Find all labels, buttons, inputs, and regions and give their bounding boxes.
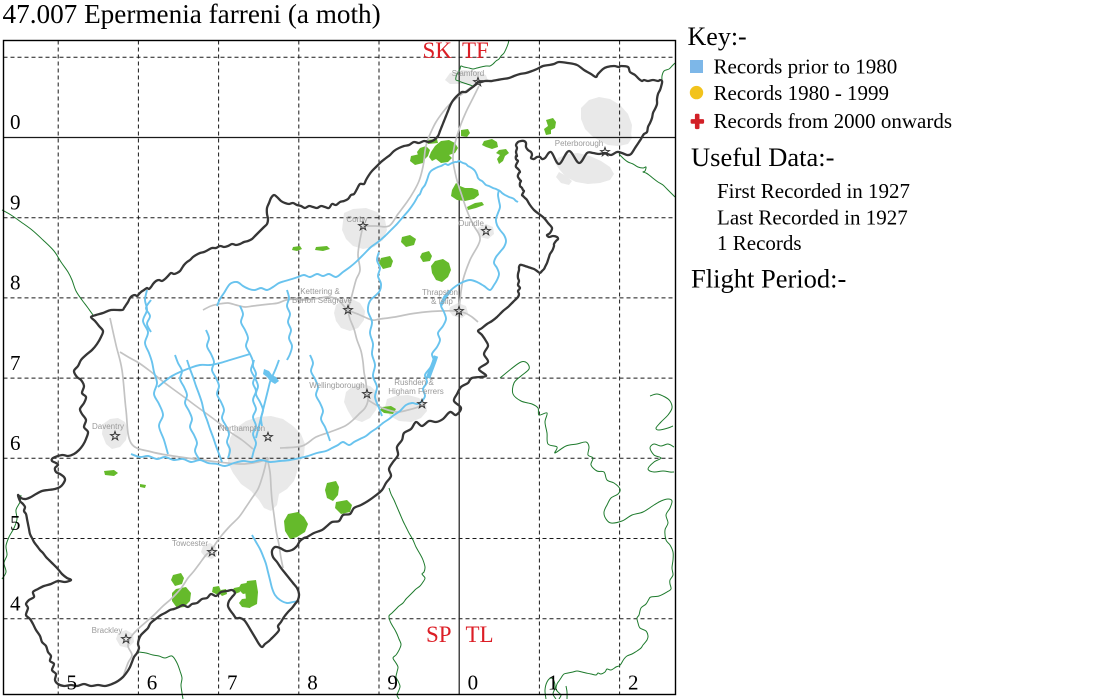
svg-text:9: 9 bbox=[387, 671, 398, 695]
svg-text:1 Records: 1 Records bbox=[717, 231, 802, 255]
svg-text:Stamford: Stamford bbox=[452, 69, 484, 78]
svg-text:Records 1980 - 1999: Records 1980 - 1999 bbox=[714, 81, 890, 105]
svg-text:Records from 2000 onwards: Records from 2000 onwards bbox=[714, 109, 953, 133]
svg-text:4: 4 bbox=[10, 591, 21, 615]
svg-text:Thrapston: Thrapston bbox=[422, 288, 458, 297]
svg-text:2: 2 bbox=[628, 671, 639, 695]
svg-text:Brackley: Brackley bbox=[92, 626, 123, 635]
svg-text:Higham Ferrers: Higham Ferrers bbox=[388, 387, 444, 396]
svg-text:Oundle: Oundle bbox=[458, 219, 484, 228]
svg-text:Last Recorded in 1927: Last Recorded in 1927 bbox=[717, 206, 908, 230]
svg-text:Peterborough: Peterborough bbox=[555, 139, 603, 148]
svg-text:Records prior to 1980: Records prior to 1980 bbox=[714, 55, 898, 79]
svg-text:Key:-: Key:- bbox=[688, 22, 747, 51]
svg-text:TL: TL bbox=[466, 622, 494, 647]
svg-text:1: 1 bbox=[548, 671, 559, 695]
svg-text:SK: SK bbox=[423, 38, 453, 63]
svg-text:9: 9 bbox=[10, 190, 21, 214]
svg-text:0: 0 bbox=[468, 671, 479, 695]
svg-text:8: 8 bbox=[10, 271, 21, 295]
svg-text:6: 6 bbox=[147, 671, 158, 695]
svg-text:Useful Data:-: Useful Data:- bbox=[691, 142, 835, 172]
svg-text:Burton Seagrave: Burton Seagrave bbox=[292, 296, 353, 305]
svg-text:Daventry: Daventry bbox=[92, 422, 124, 431]
svg-text:8: 8 bbox=[307, 671, 318, 695]
svg-text:& Islip: & Islip bbox=[431, 297, 453, 306]
svg-text:Northampton: Northampton bbox=[219, 424, 265, 433]
svg-text:7: 7 bbox=[10, 351, 21, 375]
svg-text:7: 7 bbox=[227, 671, 238, 695]
svg-text:Flight Period:-: Flight Period:- bbox=[691, 264, 846, 294]
svg-text:0: 0 bbox=[10, 110, 21, 134]
svg-text:TF: TF bbox=[462, 38, 489, 63]
svg-text:Corby: Corby bbox=[346, 215, 367, 224]
svg-text:6: 6 bbox=[10, 431, 21, 455]
svg-text:Towcester: Towcester bbox=[172, 539, 208, 548]
svg-text:47.007 Epermenia farreni (a mo: 47.007 Epermenia farreni (a moth) bbox=[3, 0, 381, 29]
svg-text:Kettering &: Kettering & bbox=[300, 287, 340, 296]
svg-text:5: 5 bbox=[67, 671, 78, 695]
svg-text:Rushden &: Rushden & bbox=[394, 378, 434, 387]
svg-text:SP: SP bbox=[426, 622, 452, 647]
svg-text:5: 5 bbox=[10, 511, 21, 535]
svg-text:Wellingborough: Wellingborough bbox=[309, 381, 364, 390]
svg-text:First Recorded in 1927: First Recorded in 1927 bbox=[717, 179, 910, 203]
